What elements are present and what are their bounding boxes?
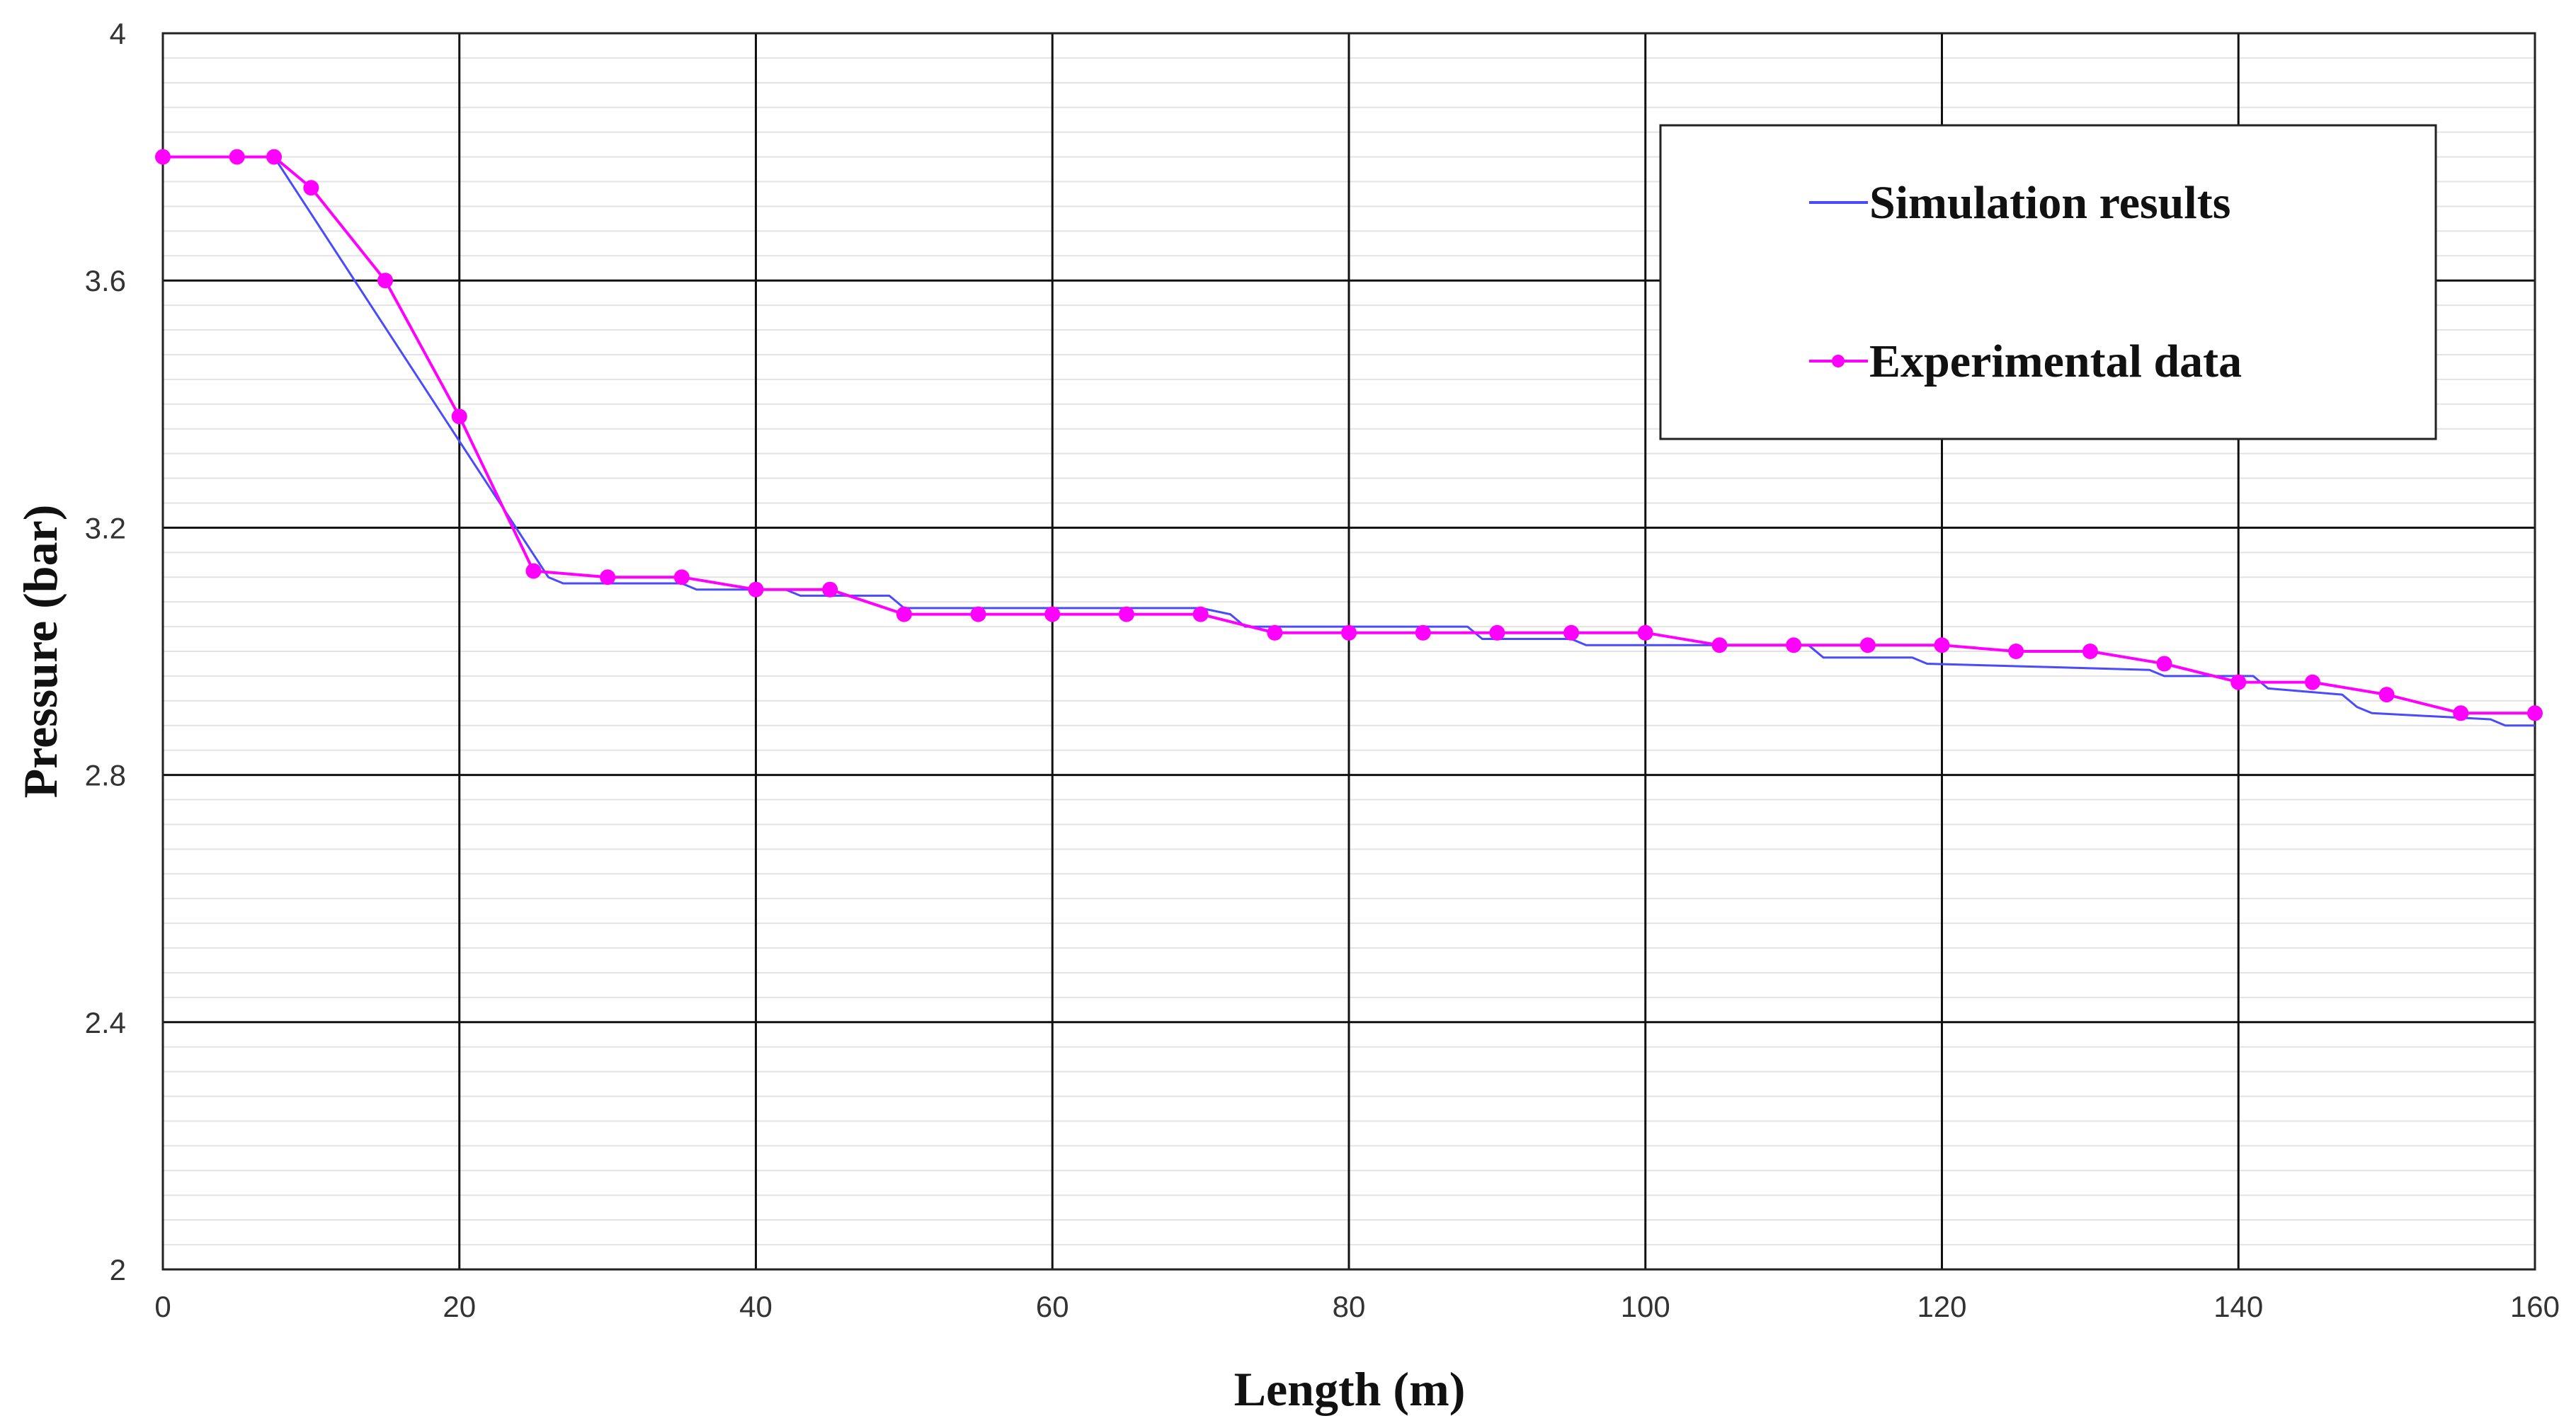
legend: Simulation results Experimental data [1659,124,2437,440]
data-point-experimental-data [970,606,986,622]
legend-marker-experimental [1832,355,1845,367]
data-point-experimental-data [1637,624,1653,641]
legend-box [1659,124,2437,440]
data-point-experimental-data [1711,637,1728,653]
data-point-experimental-data [2453,705,2469,721]
x-tick-label: 100 [1621,1290,1670,1323]
x-tick-label: 120 [1917,1290,1966,1323]
legend-label-simulation: Simulation results [1869,177,2230,229]
y-tick-label: 2.4 [85,1006,126,1039]
data-point-experimental-data [1934,637,1950,653]
data-point-experimental-data [748,581,764,598]
data-point-experimental-data [451,409,467,425]
y-axis-title: Pressure (bar) [13,505,67,799]
plot-area-frame [161,32,2536,1271]
data-point-experimental-data [1044,606,1061,622]
y-axis-tick-labels: 2 2.4 2.8 3.2 3.6 4 [85,17,126,1286]
y-tick-label: 3.6 [85,264,126,297]
series-layer [155,149,2543,727]
y-tick-label: 2 [110,1253,126,1286]
data-point-experimental-data [155,149,171,165]
data-point-experimental-data [377,273,394,289]
data-point-experimental-data [525,563,542,579]
data-point-experimental-data [1415,624,1431,641]
data-point-experimental-data [2378,687,2395,703]
data-point-experimental-data [1267,624,1283,641]
data-point-experimental-data [2527,705,2543,721]
data-point-experimental-data [229,149,245,165]
data-point-experimental-data [303,180,319,196]
x-tick-label: 140 [2213,1290,2263,1323]
data-point-experimental-data [896,606,912,622]
data-point-experimental-data [1859,637,1876,653]
x-tick-label: 20 [443,1290,476,1323]
data-point-experimental-data [2156,656,2172,672]
legend-label-experimental: Experimental data [1869,336,2242,387]
y-tick-label: 3.2 [85,511,126,544]
data-point-experimental-data [2304,674,2320,690]
data-point-experimental-data [1489,624,1505,641]
data-point-experimental-data [1563,624,1580,641]
data-point-experimental-data [1786,637,1802,653]
x-axis-tick-labels: 0 20 40 60 80 100 120 140 160 [154,1290,2560,1323]
data-point-experimental-data [673,569,690,586]
series-line-experimental-data [163,155,2535,715]
x-tick-label: 80 [1333,1290,1366,1323]
y-tick-label: 4 [110,17,126,50]
data-point-experimental-data [2008,644,2024,659]
data-point-experimental-data [822,581,838,598]
data-point-experimental-data [1118,606,1134,622]
data-point-experimental-data [1341,624,1357,641]
data-point-experimental-data [600,569,616,586]
x-tick-label: 40 [739,1290,773,1323]
data-point-experimental-data [2082,644,2098,659]
data-point-experimental-data [266,149,283,165]
data-point-experimental-data [2230,674,2247,690]
x-tick-label: 0 [154,1290,171,1323]
x-axis-title: Length (m) [1234,1362,1466,1416]
x-tick-label: 60 [1036,1290,1069,1323]
data-point-experimental-data [1192,606,1209,622]
y-tick-label: 2.8 [85,759,126,792]
x-tick-label: 160 [2510,1290,2560,1323]
